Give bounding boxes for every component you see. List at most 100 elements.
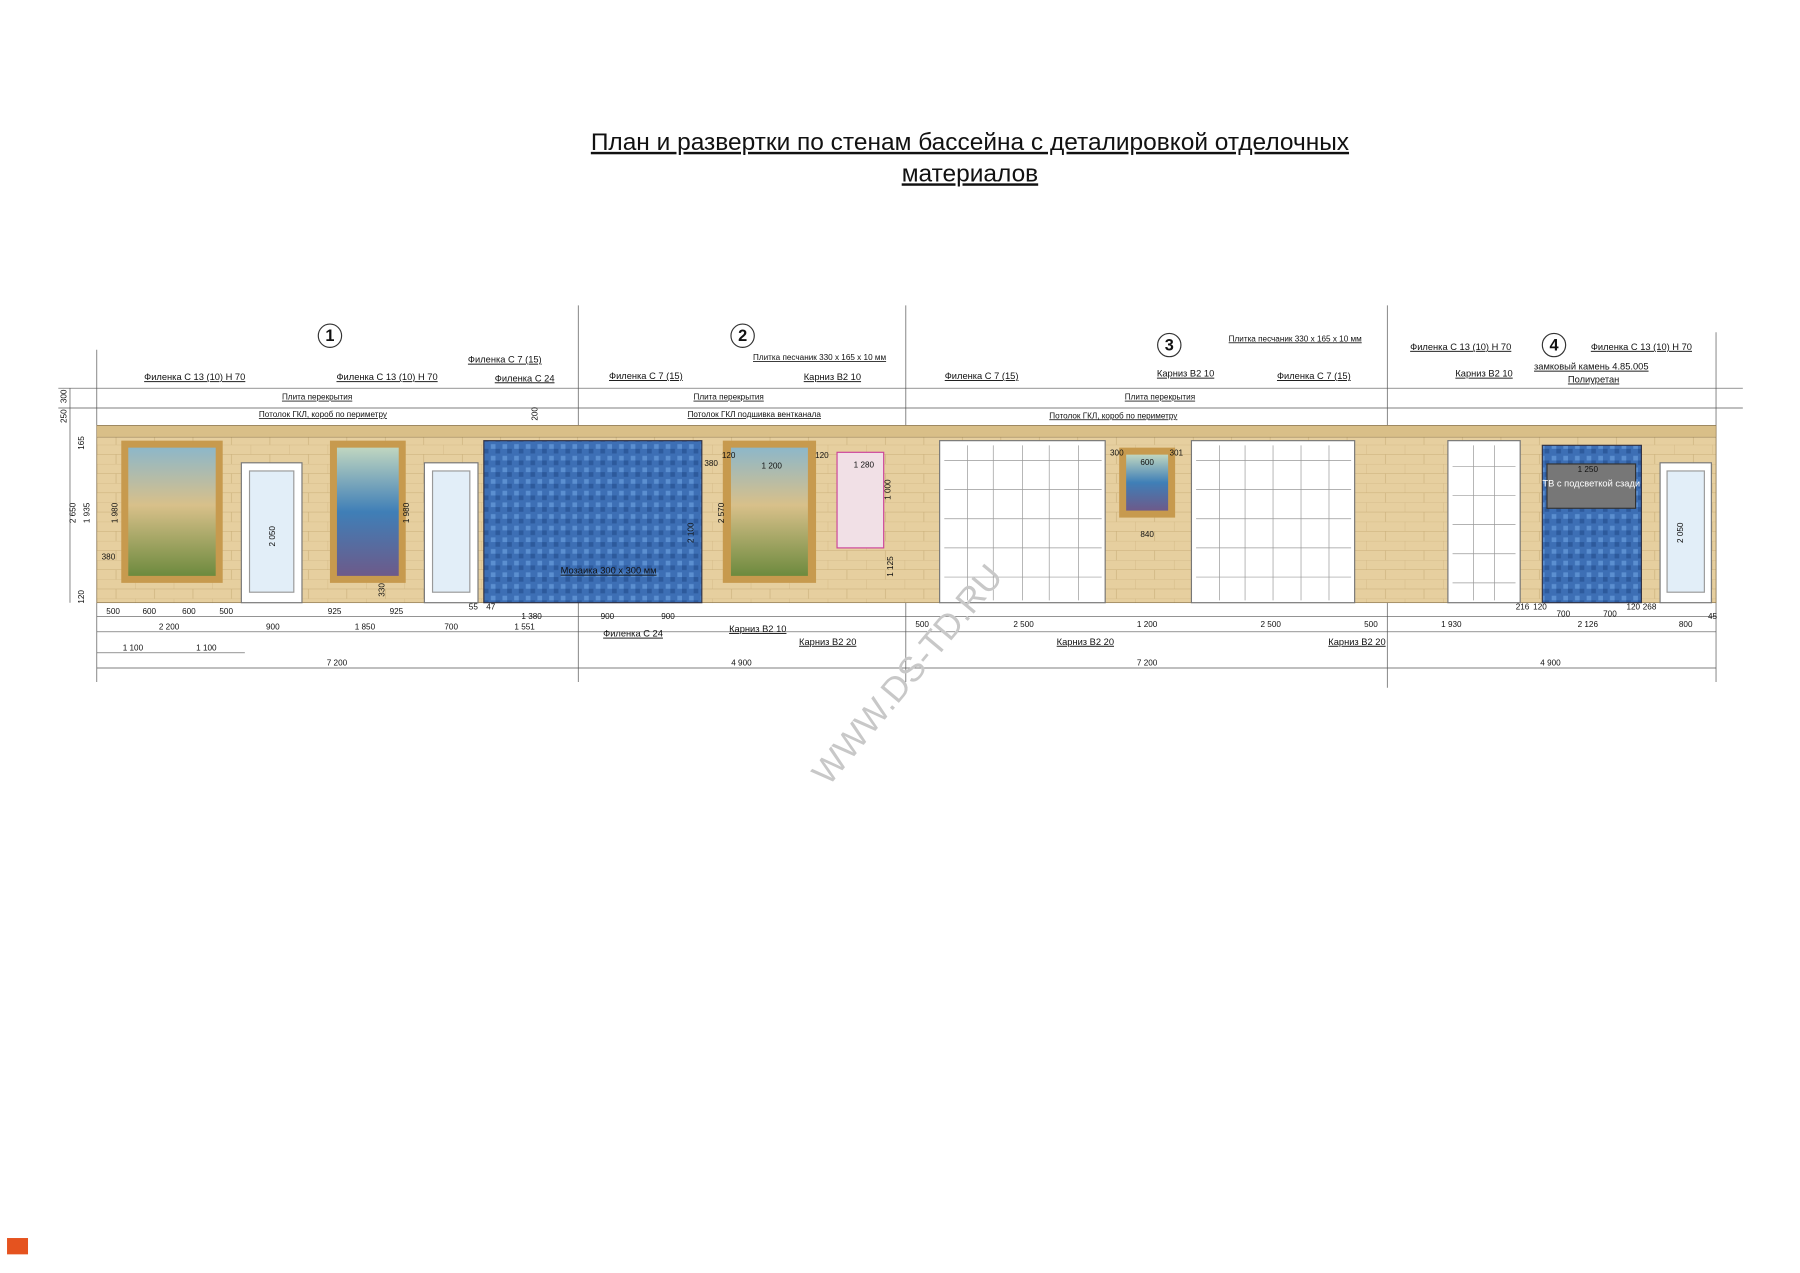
dimension: 900 <box>266 622 280 631</box>
dimension: 1 100 <box>123 643 144 652</box>
label: замковый камень 4.85.005 <box>1534 362 1649 372</box>
label: Филенка С 7 (15) <box>945 371 1019 381</box>
dimension: 7 200 <box>1137 658 1158 667</box>
dimension: 2 050 <box>1676 522 1685 543</box>
label: Филенка С 24 <box>603 629 663 639</box>
label: Карниз В2 20 <box>1057 637 1114 647</box>
wall-numbers <box>317 323 1567 358</box>
label: Карниз В2 20 <box>1328 637 1385 647</box>
dimension: 7 200 <box>327 658 348 667</box>
dimension: 4 900 <box>731 658 752 667</box>
dimension: 1 280 <box>854 460 875 469</box>
wall-number: 2 <box>738 327 747 345</box>
title: План и развертки по стенам бассейна с де… <box>591 129 1349 187</box>
dimension: 2 050 <box>268 526 277 547</box>
label: Филенка С 7 (15) <box>468 355 542 365</box>
dimension: 2 500 <box>1013 620 1034 629</box>
dimension: 1 125 <box>886 556 895 577</box>
dimension: 268 <box>1643 603 1657 612</box>
dimension: 925 <box>328 607 342 616</box>
dimension: 380 <box>102 552 116 561</box>
dimension: 1 551 <box>514 622 535 631</box>
dimension: 301 <box>1169 449 1183 458</box>
dimension: 1 930 <box>1441 620 1462 629</box>
dimension: 120 <box>722 451 736 460</box>
label: Филенка С 7 (15) <box>609 371 683 381</box>
dimension: 2 500 <box>1260 620 1281 629</box>
dimension-lines <box>69 388 1717 669</box>
dimension: 120 <box>815 451 829 460</box>
dimension: 500 <box>915 620 929 629</box>
label: Филенка С 13 (10) Н 70 <box>1410 342 1511 352</box>
dimension: 500 <box>219 607 233 616</box>
dimension: 1 200 <box>1137 620 1158 629</box>
dimension: 900 <box>661 612 675 621</box>
logo <box>7 1238 29 1255</box>
dimension: 330 <box>378 583 387 597</box>
dimension: 1 935 <box>83 502 92 523</box>
dimension: 45 <box>1708 612 1718 621</box>
dimension: 2 100 <box>686 522 695 543</box>
dimension: 55 <box>469 603 479 612</box>
dimension: 600 <box>142 607 156 616</box>
label: Филенка С 13 (10) Н 70 <box>336 372 437 382</box>
label: Филенка С 7 (15) <box>1277 371 1351 381</box>
dimension: 120 <box>1533 603 1547 612</box>
dimension: 600 <box>182 607 196 616</box>
label: Полиуретан <box>1568 375 1619 385</box>
dimension: 2 126 <box>1578 620 1599 629</box>
dimension: 1 250 <box>1578 465 1599 474</box>
label: Карниз В2 10 <box>1157 369 1214 379</box>
dimension: 1 100 <box>196 643 217 652</box>
dimension: 2 200 <box>159 622 180 631</box>
title-line: материалов <box>902 160 1038 187</box>
label: Мозаика 300 x 300 мм <box>561 566 657 576</box>
label: Плита перекрытия <box>693 393 763 402</box>
wall-number: 3 <box>1165 337 1174 355</box>
dimension: 300 <box>1110 449 1124 458</box>
dimension: 2 650 <box>69 502 78 523</box>
wall-number: 1 <box>325 327 334 345</box>
dimension: 700 <box>1557 610 1571 619</box>
dimension: 500 <box>106 607 120 616</box>
label: Филенка С 13 (10) Н 70 <box>1591 342 1692 352</box>
dimension: 120 <box>77 590 86 604</box>
dimension: 47 <box>486 603 496 612</box>
dimension: 800 <box>1679 620 1693 629</box>
dimension: 1 980 <box>111 502 120 523</box>
wall <box>96 425 1717 604</box>
label: Потолок ГКЛ подшивка вентканала <box>688 410 822 419</box>
dimension: 700 <box>444 622 458 631</box>
label: Плитка песчаник 330 x 165 x 10 мм <box>1229 334 1362 343</box>
dimension: 4 900 <box>1540 658 1561 667</box>
dimension: 1 380 <box>521 612 542 621</box>
dimension: 216 <box>1516 603 1530 612</box>
dimension: 120 <box>1626 603 1640 612</box>
dimension: 600 <box>1140 458 1154 467</box>
label: Плита перекрытия <box>1125 393 1195 402</box>
label: Карниз В2 20 <box>799 637 856 647</box>
dimension: 1 000 <box>883 479 892 500</box>
label: Карниз В2 10 <box>804 372 861 382</box>
label: ТВ с подсветкой сзади <box>1542 478 1640 488</box>
dimension: 200 <box>530 407 539 421</box>
dimension: 840 <box>1140 530 1154 539</box>
label: Плита перекрытия <box>282 393 352 402</box>
wall-number: 4 <box>1549 337 1558 355</box>
label: Потолок ГКЛ, короб по периметру <box>259 410 388 419</box>
label: Карниз В2 10 <box>1455 369 1512 379</box>
label: Филенка С 13 (10) Н 70 <box>144 372 245 382</box>
dimension: 700 <box>1603 610 1617 619</box>
label: Потолок ГКЛ, короб по периметру <box>1049 411 1178 420</box>
dimension: 925 <box>390 607 404 616</box>
label: Филенка С 24 <box>495 373 555 383</box>
label: Карниз В2 10 <box>729 624 786 634</box>
dimension: 1 200 <box>762 461 783 470</box>
dimension: 900 <box>601 612 615 621</box>
title-line: План и развертки по стенам бассейна с де… <box>591 129 1349 156</box>
dimension: 300 <box>59 389 68 403</box>
label: Плитка песчаник 330 x 165 x 10 мм <box>753 353 886 362</box>
dimension: 165 <box>77 436 86 450</box>
dimension: 1 980 <box>402 502 411 523</box>
